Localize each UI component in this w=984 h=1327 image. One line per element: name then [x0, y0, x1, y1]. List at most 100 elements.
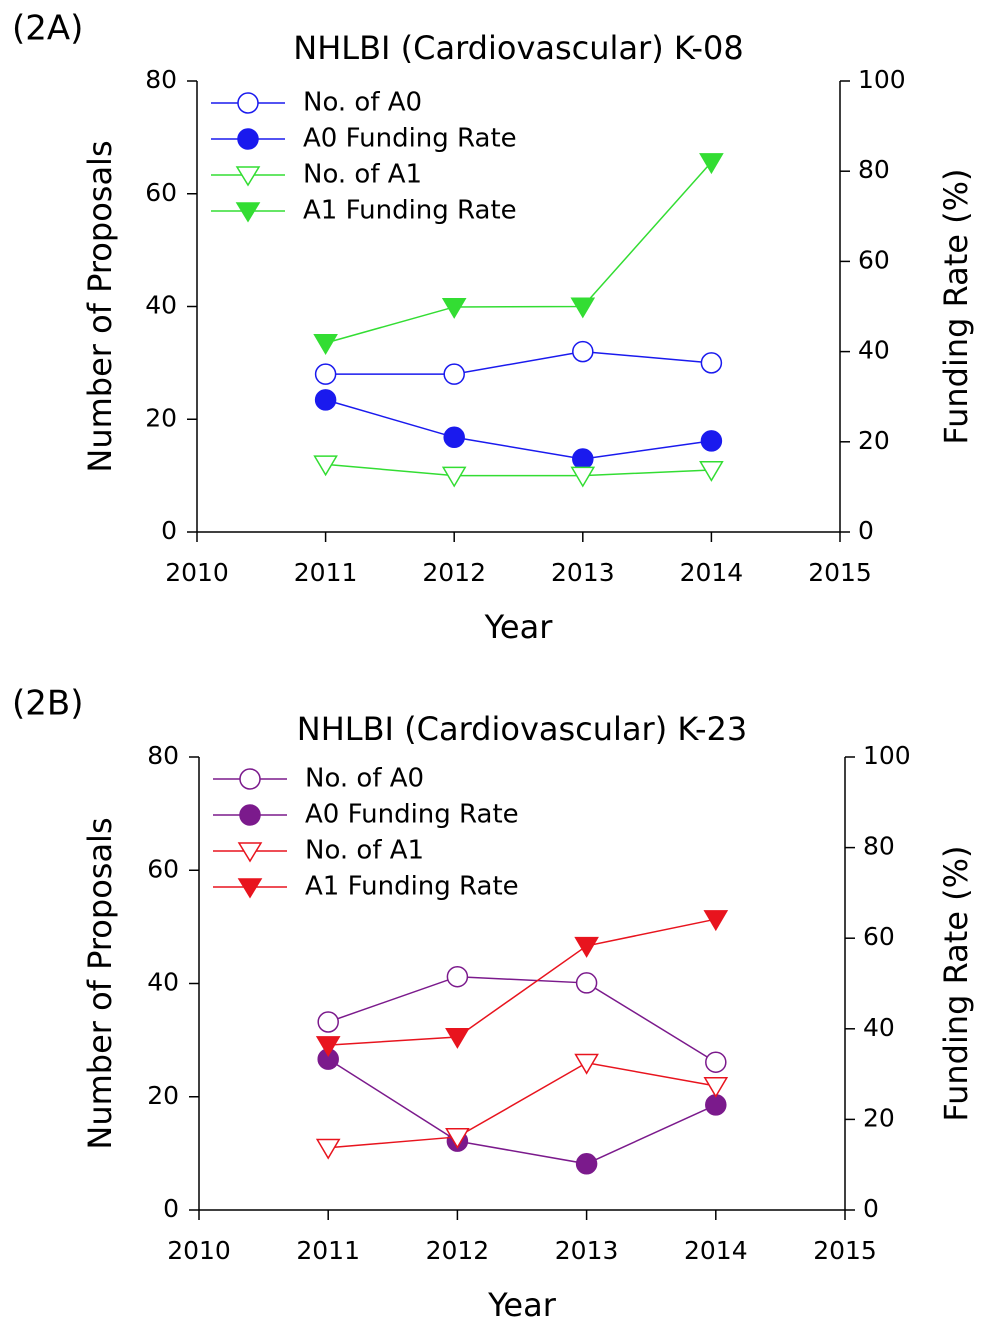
legend-marker — [239, 804, 261, 826]
marker — [317, 1011, 339, 1033]
y2-tick-label: 60 — [863, 922, 895, 951]
marker — [574, 936, 599, 958]
marker — [575, 972, 598, 994]
marker — [700, 430, 723, 452]
y2-tick-label: 80 — [858, 155, 890, 184]
y2-axis-label: Funding Rate (%) — [937, 168, 975, 444]
marker — [441, 297, 467, 319]
marker — [703, 910, 729, 932]
marker — [703, 1076, 729, 1098]
series-line — [328, 1061, 716, 1149]
series-line — [325, 399, 712, 460]
x-tick-label: 2013 — [551, 558, 615, 587]
series-line — [327, 975, 717, 1063]
y-tick-label: 0 — [163, 1194, 179, 1223]
x-tick-label: 2013 — [555, 1236, 619, 1265]
y-tick-label: 60 — [145, 178, 177, 207]
legend-label: No. of A0 — [303, 88, 422, 118]
y-axis-label: Number of Proposals — [81, 140, 119, 472]
legend-marker — [237, 92, 259, 114]
marker — [315, 1138, 341, 1160]
chart: (2A) NHLBI (Cardiovascular) K-08 0 20 40 60 80… — [12, 9, 975, 647]
panel-label: (2B) — [12, 684, 84, 724]
legend-marker — [239, 768, 261, 790]
x-tick-label: 2014 — [684, 1236, 748, 1265]
series-line — [325, 463, 712, 477]
marker — [441, 466, 467, 488]
legend-marker — [237, 878, 263, 899]
y2-tick-label: 0 — [863, 1194, 879, 1223]
x-tick-label: 2012 — [422, 558, 486, 587]
series-line — [325, 161, 712, 344]
y-tick-label: 20 — [147, 1081, 179, 1110]
legend-label: A1 Funding Rate — [303, 196, 517, 226]
marker — [314, 389, 337, 411]
x-tick-label: 2010 — [165, 558, 229, 587]
marker — [705, 1051, 727, 1073]
marker — [313, 455, 338, 477]
marker — [445, 1027, 470, 1049]
legend-label: A0 Funding Rate — [305, 800, 519, 830]
y2-tick-label: 20 — [863, 1103, 895, 1132]
marker — [314, 363, 337, 385]
x-tick-label: 2011 — [294, 558, 358, 587]
marker — [572, 340, 594, 363]
marker — [446, 965, 469, 988]
series-line — [327, 1058, 717, 1165]
y-tick-label: 60 — [147, 854, 179, 883]
y2-tick-label: 40 — [863, 1013, 895, 1042]
y2-tick-label: 100 — [858, 65, 906, 94]
series-line — [328, 918, 716, 1046]
y-axis-label: Number of Proposals — [81, 817, 119, 1149]
chart-title: NHLBI (Cardiovascular) K-08 — [293, 29, 744, 67]
y2-tick-label: 0 — [858, 516, 874, 545]
y-tick-label: 0 — [161, 516, 177, 545]
marker — [574, 1053, 599, 1075]
legend-marker — [237, 128, 259, 150]
legend-marker — [235, 166, 261, 187]
y-tick-label: 80 — [145, 65, 177, 94]
marker — [699, 460, 724, 482]
marker — [315, 1036, 341, 1058]
marker — [570, 466, 596, 488]
y2-tick-label: 80 — [863, 832, 895, 861]
marker — [313, 334, 338, 355]
marker — [575, 1153, 598, 1175]
legend-marker — [235, 202, 261, 223]
x-tick-label: 2014 — [680, 558, 744, 587]
marker — [570, 297, 596, 319]
y-tick-label: 40 — [147, 968, 179, 997]
legend-label: A0 Funding Rate — [303, 124, 517, 154]
legend-label: A1 Funding Rate — [305, 872, 519, 902]
legend-label: No. of A1 — [303, 160, 422, 190]
y2-tick-label: 20 — [858, 426, 890, 455]
y2-tick-label: 60 — [858, 245, 890, 274]
legend-label: No. of A0 — [305, 764, 424, 794]
series-line — [325, 350, 712, 375]
y2-axis-label: Funding Rate (%) — [937, 845, 975, 1121]
x-tick-label: 2011 — [296, 1236, 360, 1265]
x-tick-label: 2015 — [808, 558, 872, 587]
x-tick-label: 2015 — [813, 1236, 877, 1265]
legend-label: No. of A1 — [305, 836, 424, 866]
panel-label: (2A) — [12, 9, 83, 49]
x-tick-label: 2012 — [426, 1236, 490, 1265]
y-tick-label: 80 — [147, 741, 179, 770]
y-tick-label: 40 — [145, 291, 177, 320]
marker — [443, 363, 465, 385]
y2-tick-label: 100 — [863, 741, 911, 770]
marker — [699, 153, 724, 175]
y-tick-label: 20 — [145, 403, 177, 432]
marker — [700, 352, 723, 374]
marker — [445, 1127, 470, 1149]
chart: (2B) NHLBI (Cardiovascular) K-23 0 20 40 60 80… — [12, 684, 975, 1325]
x-tick-label: 2010 — [167, 1236, 231, 1265]
y2-tick-label: 40 — [858, 336, 890, 365]
chart-title: NHLBI (Cardiovascular) K-23 — [297, 710, 748, 748]
marker — [572, 448, 594, 470]
legend-marker — [237, 842, 263, 863]
x-axis-label: Year — [484, 608, 554, 646]
x-axis-label: Year — [487, 1286, 557, 1323]
